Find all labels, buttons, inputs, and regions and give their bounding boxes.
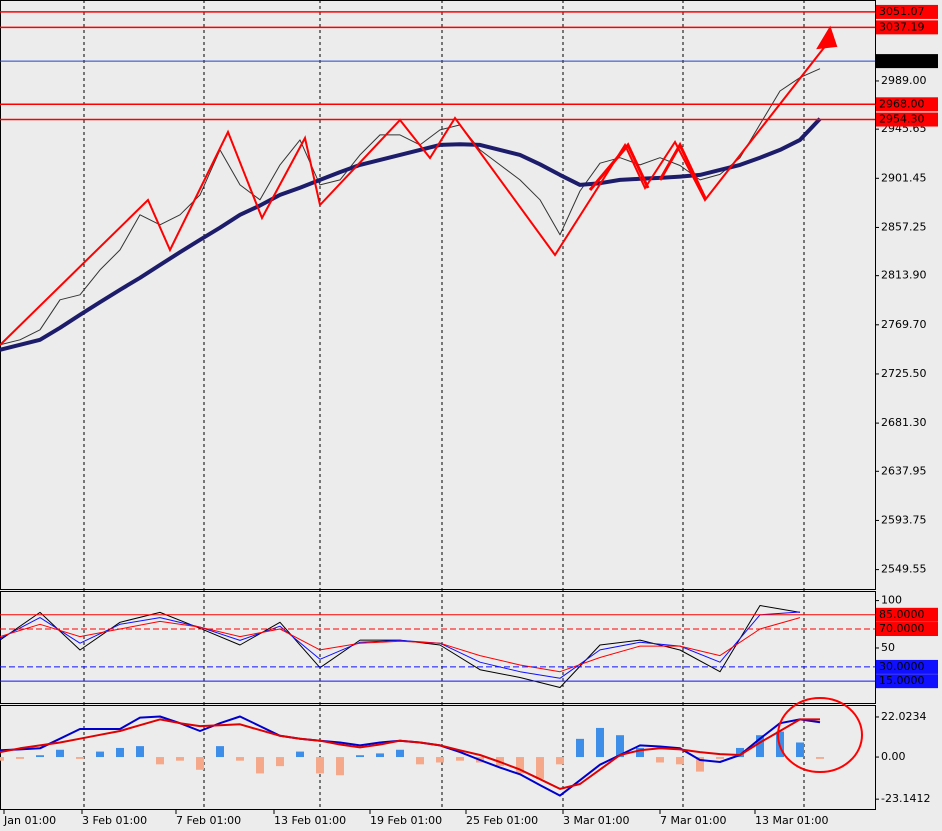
histogram-bar: [256, 757, 264, 774]
histogram-bar: [336, 757, 344, 776]
level-label: 3051.07: [879, 5, 925, 18]
x-tick-label: 13 Feb 01:00: [274, 814, 346, 827]
y-tick-label: 2857.25: [881, 220, 927, 233]
histogram-bar: [716, 757, 724, 759]
x-tick-label: 25 Feb 01:00: [466, 814, 538, 827]
x-tick-label: 19 Feb 01:00: [370, 814, 442, 827]
histogram-bar: [296, 751, 304, 758]
plot-area: 2989.002945.652901.452857.252813.902769.…: [0, 4, 938, 827]
histogram-bar: [356, 755, 364, 758]
level-label-box: [876, 607, 938, 622]
level-label: 3006.85: [879, 54, 925, 67]
x-tick-label: Jan 01:00: [3, 814, 56, 827]
x-tick-label: 3 Feb 01:00: [82, 814, 147, 827]
histogram-bar: [36, 755, 44, 758]
level-label: 30.0000: [879, 660, 925, 673]
histogram-bar: [736, 747, 744, 758]
level-label: 70.0000: [879, 622, 925, 635]
x-tick-label: 3 Mar 01:00: [563, 814, 629, 827]
y-tick-label: 2989.00: [881, 74, 927, 87]
histogram-bar: [216, 746, 224, 758]
histogram-bar: [436, 757, 444, 763]
y-tick-label: 22.0234: [881, 710, 927, 723]
histogram-bar: [116, 747, 124, 758]
level-label: 2968.00: [879, 97, 925, 110]
y-tick-label: 2637.95: [881, 464, 927, 477]
histogram-bar: [576, 738, 584, 758]
histogram-bar: [96, 751, 104, 758]
y-tick-label: 100: [881, 594, 902, 607]
histogram-bar: [156, 757, 164, 765]
level-label: 2954.30: [879, 113, 925, 126]
y-tick-label: 2549.55: [881, 563, 927, 576]
histogram-bar: [396, 749, 404, 758]
level-label-box: [876, 622, 938, 637]
histogram-bar: [276, 757, 284, 767]
series-line: [0, 718, 820, 790]
histogram-bar: [616, 735, 624, 758]
histogram-bar: [756, 735, 764, 758]
x-tick-label: 7 Mar 01:00: [660, 814, 726, 827]
histogram-bar: [656, 757, 664, 763]
level-label-box: [876, 659, 938, 674]
series-line: [0, 68, 821, 346]
histogram-bar: [516, 757, 524, 774]
level-label: 3037.19: [879, 20, 925, 33]
histogram-bar: [636, 747, 644, 758]
x-tick-label: 7 Feb 01:00: [176, 814, 241, 827]
y-tick-label: 2681.30: [881, 416, 927, 429]
y-tick-label: -23.1412: [881, 792, 930, 805]
histogram-bar: [596, 727, 604, 758]
y-tick-label: 2593.75: [881, 513, 927, 526]
histogram-bar: [676, 757, 684, 765]
y-tick-label: 2769.70: [881, 318, 927, 331]
level-label-box: [876, 97, 938, 112]
histogram-bar: [796, 742, 804, 758]
level-label-box: [876, 112, 938, 127]
series-line: [0, 611, 801, 679]
y-tick-label: 2725.50: [881, 367, 927, 380]
y-tick-label: 2813.90: [881, 269, 927, 282]
histogram-bar: [0, 757, 4, 761]
series-line: [0, 117, 822, 352]
level-label: 85.0000: [879, 608, 925, 621]
histogram-bar: [136, 746, 144, 758]
histogram-bar: [196, 757, 204, 770]
x-tick-label: 13 Mar 01:00: [755, 814, 828, 827]
y-tick-label: 2901.45: [881, 171, 927, 184]
y-tick-label: 50: [881, 641, 895, 654]
level-label-box: [876, 20, 938, 35]
histogram-bar: [416, 757, 424, 765]
level-label-box: [876, 4, 938, 19]
histogram-bar: [76, 757, 84, 759]
histogram-bar: [696, 757, 704, 772]
histogram-bar: [316, 757, 324, 774]
histogram-bar: [556, 757, 564, 765]
series-line: [0, 617, 801, 673]
histogram-bar: [236, 757, 244, 761]
histogram-bar: [816, 757, 824, 759]
level-label-box: [876, 674, 938, 689]
histogram-bar: [176, 757, 184, 761]
annotations: [0, 25, 863, 773]
histogram-bar: [16, 757, 24, 759]
histogram-bar: [56, 749, 64, 758]
histogram-bar: [376, 753, 384, 758]
y-tick-label: 0.00: [881, 750, 906, 763]
histogram-bar: [456, 757, 464, 761]
level-label: 15.0000: [879, 674, 925, 687]
histogram-bar: [536, 757, 544, 779]
level-label-box: [876, 54, 938, 69]
